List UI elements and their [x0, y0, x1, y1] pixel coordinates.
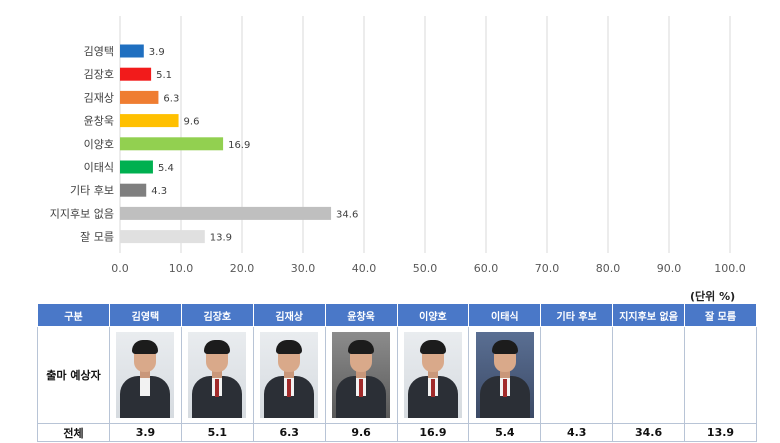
total-row-label: 전체 [37, 423, 110, 442]
x-tick-label: 10.0 [169, 262, 194, 275]
portrait-icon [188, 332, 247, 418]
header-candidate: 김재상 [252, 303, 326, 327]
total-value: 13.9 [684, 423, 757, 442]
portrait-icon [116, 332, 175, 418]
bar [120, 160, 153, 174]
bar [120, 90, 159, 104]
total-row: 전체 3.9 5.1 6.3 9.6 16.9 5.4 4.3 34.6 13.… [37, 423, 757, 442]
x-tick-label: 40.0 [352, 262, 377, 275]
data-label: 3.9 [149, 47, 165, 58]
category-label: 윤창욱 [84, 115, 114, 128]
x-tick-label: 80.0 [596, 262, 621, 275]
category-label: 잘 모름 [80, 231, 114, 244]
photo-row-label: 출마 예상자 [37, 326, 110, 424]
x-tick-label: 100.0 [714, 262, 746, 275]
header-candidate: 김영택 [109, 303, 182, 327]
total-value: 5.1 [180, 423, 254, 442]
data-label: 34.6 [336, 209, 358, 220]
category-label: 지지후보 없음 [50, 207, 114, 220]
x-tick-label: 70.0 [535, 262, 560, 275]
empty-photo-cell [684, 326, 757, 424]
unit-label: (단위 %) [690, 290, 736, 303]
photo-cell [324, 326, 398, 424]
category-label: 김장호 [84, 68, 114, 81]
data-label: 9.6 [184, 117, 200, 128]
data-label: 5.1 [156, 70, 172, 81]
header-no-support: 지지후보 없음 [612, 303, 685, 327]
category-label: 김영택 [84, 45, 114, 58]
data-label: 5.4 [158, 163, 174, 174]
x-tick-label: 30.0 [291, 262, 316, 275]
total-value: 34.6 [612, 423, 685, 442]
portrait-icon [475, 332, 534, 418]
header-candidate: 이양호 [396, 303, 470, 327]
category-label: 이양호 [84, 138, 114, 151]
candidate-table: 구분 김영택 김장호 김재상 윤창욱 이양호 이태식 기타 후보 지지후보 없음… [37, 303, 757, 442]
header-candidate: 이태식 [468, 303, 542, 327]
header-candidate: 윤창욱 [324, 303, 398, 327]
bar-chart: 0.0 10.0 20.0 30.0 40.0 50.0 60.0 70.0 80.0 90.0 1… [50, 16, 746, 275]
bar [120, 230, 205, 244]
total-value: 16.9 [396, 423, 470, 442]
total-value: 4.3 [540, 423, 614, 442]
photo-cell [396, 326, 470, 424]
bar [120, 114, 179, 128]
bar [120, 67, 152, 81]
x-tick-label: 60.0 [474, 262, 499, 275]
table-header-row: 구분 김영택 김장호 김재상 윤창욱 이양호 이태식 기타 후보 지지후보 없음… [37, 303, 757, 327]
empty-photo-cell [540, 326, 614, 424]
portrait-icon [403, 332, 462, 418]
data-label: 16.9 [228, 140, 250, 151]
category-label: 기타 후보 [70, 184, 114, 197]
data-label: 13.9 [210, 233, 232, 244]
x-tick-label: 50.0 [413, 262, 438, 275]
photo-cell [180, 326, 254, 424]
header-dont-know: 잘 모름 [684, 303, 757, 327]
x-tick-label: 20.0 [230, 262, 255, 275]
photo-cell [109, 326, 182, 424]
total-value: 6.3 [252, 423, 326, 442]
category-label: 김재상 [84, 91, 114, 104]
x-tick-label: 0.0 [111, 262, 129, 275]
total-value: 9.6 [324, 423, 398, 442]
photo-row: 출마 예상자 [37, 326, 757, 424]
category-label: 이태식 [84, 161, 114, 174]
header-candidate: 김장호 [180, 303, 254, 327]
bar [120, 44, 144, 58]
data-label: 6.3 [163, 93, 179, 104]
header-category: 구분 [37, 303, 110, 327]
total-value: 5.4 [468, 423, 542, 442]
photo-cell [252, 326, 326, 424]
portrait-icon [260, 332, 319, 418]
photo-cell [468, 326, 542, 424]
empty-photo-cell [612, 326, 685, 424]
data-label: 4.3 [151, 186, 167, 197]
bar [120, 206, 332, 220]
total-value: 3.9 [109, 423, 182, 442]
header-other: 기타 후보 [540, 303, 614, 327]
bar [120, 183, 147, 197]
portrait-icon [332, 332, 391, 418]
x-tick-label: 90.0 [657, 262, 682, 275]
bar [120, 137, 224, 151]
